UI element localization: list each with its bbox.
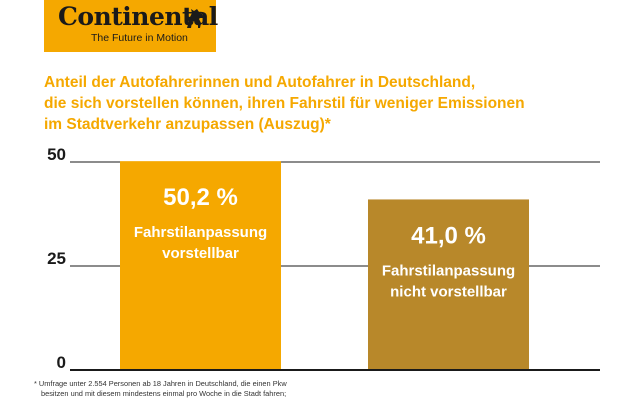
data-label: 41,0 % (411, 222, 486, 249)
category-label: nicht vorstellbar (390, 283, 507, 300)
brand-logo: Continental The Future in Motion (44, 0, 218, 52)
data-label: 50,2 % (163, 184, 238, 211)
y-tick-label: 50 (47, 145, 66, 164)
heading-line: im Stadtverkehr anzupassen (Auszug)* (44, 116, 331, 133)
horse-icon (186, 9, 203, 28)
footnote-line: * Umfrage unter 2.554 Personen ab 18 Jah… (34, 379, 287, 388)
y-tick-label: 0 (57, 353, 66, 372)
y-tick-label: 25 (47, 249, 66, 268)
bar (120, 161, 281, 370)
category-label: Fahrstilanpassung (134, 224, 267, 241)
brand-tagline: The Future in Motion (91, 32, 188, 44)
category-label: Fahrstilanpassung (382, 262, 515, 279)
heading-line: die sich vorstellen können, ihren Fahrst… (44, 95, 525, 112)
footnote-line: besitzen und mit diesem mindestens einma… (41, 389, 287, 398)
bar (368, 199, 529, 370)
category-label: vorstellbar (162, 245, 239, 262)
chart-heading: Anteil der Autofahrerinnen und Autofahre… (44, 72, 604, 135)
footnote: * Umfrage unter 2.554 Personen ab 18 Jah… (34, 379, 614, 399)
heading-line: Anteil der Autofahrerinnen und Autofahre… (44, 74, 476, 91)
